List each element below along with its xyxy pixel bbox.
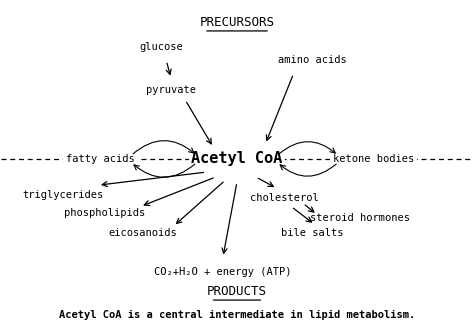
Text: pyruvate: pyruvate [146,85,196,95]
Text: cholesterol: cholesterol [250,193,319,203]
Text: PRODUCTS: PRODUCTS [207,285,267,298]
Text: Acetyl CoA is a central intermediate in lipid metabolism.: Acetyl CoA is a central intermediate in … [59,310,415,320]
Text: phospholipids: phospholipids [64,208,146,218]
Text: ketone bodies: ketone bodies [333,154,414,164]
Text: triglycerides: triglycerides [22,190,103,200]
Text: Acetyl CoA: Acetyl CoA [191,152,283,166]
Text: CO₂+H₂O + energy (ATP): CO₂+H₂O + energy (ATP) [154,267,292,277]
Text: bile salts: bile salts [281,228,344,238]
Text: fatty acids: fatty acids [66,154,135,164]
Text: steroid hormones: steroid hormones [310,213,410,223]
Text: glucose: glucose [140,42,183,52]
Text: amino acids: amino acids [278,56,347,66]
Text: eicosanoids: eicosanoids [109,228,177,238]
Text: PRECURSORS: PRECURSORS [200,16,274,29]
